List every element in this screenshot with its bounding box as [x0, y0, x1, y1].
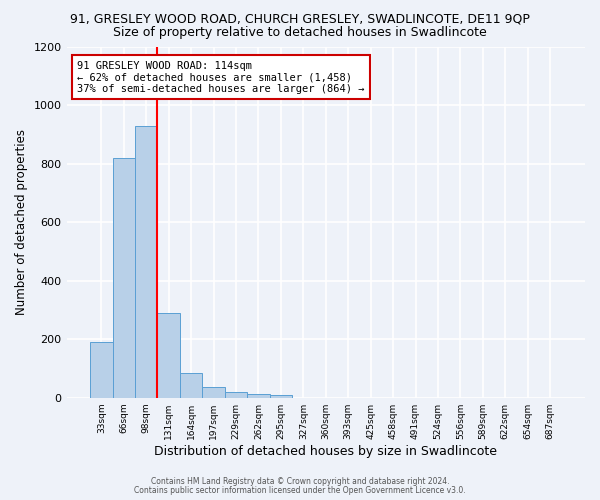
Y-axis label: Number of detached properties: Number of detached properties: [15, 129, 28, 315]
X-axis label: Distribution of detached houses by size in Swadlincote: Distribution of detached houses by size …: [154, 444, 497, 458]
Bar: [180, 373, 202, 398]
Text: Size of property relative to detached houses in Swadlincote: Size of property relative to detached ho…: [113, 26, 487, 39]
Text: Contains public sector information licensed under the Open Government Licence v3: Contains public sector information licen…: [134, 486, 466, 495]
Bar: [135, 126, 157, 398]
Bar: [202, 387, 225, 398]
Bar: [90, 342, 113, 398]
Text: 91 GRESLEY WOOD ROAD: 114sqm
← 62% of detached houses are smaller (1,458)
37% of: 91 GRESLEY WOOD ROAD: 114sqm ← 62% of de…: [77, 60, 364, 94]
Text: Contains HM Land Registry data © Crown copyright and database right 2024.: Contains HM Land Registry data © Crown c…: [151, 477, 449, 486]
Text: 91, GRESLEY WOOD ROAD, CHURCH GRESLEY, SWADLINCOTE, DE11 9QP: 91, GRESLEY WOOD ROAD, CHURCH GRESLEY, S…: [70, 12, 530, 26]
Bar: [113, 158, 135, 398]
Bar: [225, 392, 247, 398]
Bar: [247, 394, 269, 398]
Bar: [269, 395, 292, 398]
Bar: [157, 313, 180, 398]
